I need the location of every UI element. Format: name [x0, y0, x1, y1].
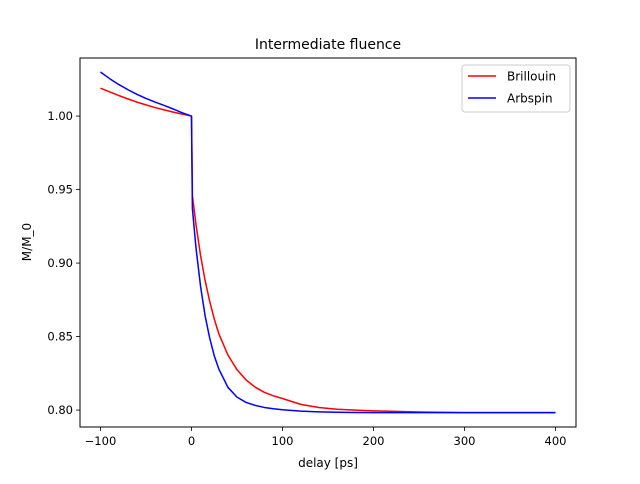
x-tick-label: 0 — [188, 434, 195, 448]
plot-lines — [100, 71, 556, 414]
x-axis-label: delay [ps] — [298, 456, 358, 470]
series-line-arbspin — [100, 71, 556, 414]
x-tick-label: 400 — [545, 434, 567, 448]
legend-label-brillouin: Brillouin — [507, 70, 556, 84]
legend-label-arbspin: Arbspin — [507, 92, 553, 106]
x-tick-label: −100 — [85, 434, 117, 448]
series-line-brillouin — [100, 87, 556, 414]
y-tick-label: 0.85 — [47, 330, 73, 344]
y-tick-label: 0.80 — [47, 403, 73, 417]
plot-frame — [79, 57, 577, 428]
chart-title: Intermediate fluence — [255, 37, 401, 53]
x-axis: −100 0 100 200 300 400 — [85, 427, 567, 448]
y-tick-label: 0.95 — [47, 183, 73, 197]
y-tick-label: 1.00 — [47, 109, 73, 123]
legend: Brillouin Arbspin — [461, 64, 571, 113]
y-axis: 0.80 0.85 0.90 0.95 1.00 — [47, 109, 80, 417]
x-tick-label: 300 — [454, 434, 476, 448]
x-tick-label: 100 — [272, 434, 294, 448]
y-axis-label: M/M_0 — [20, 223, 34, 261]
x-tick-label: 200 — [363, 434, 385, 448]
y-tick-label: 0.90 — [47, 256, 73, 270]
